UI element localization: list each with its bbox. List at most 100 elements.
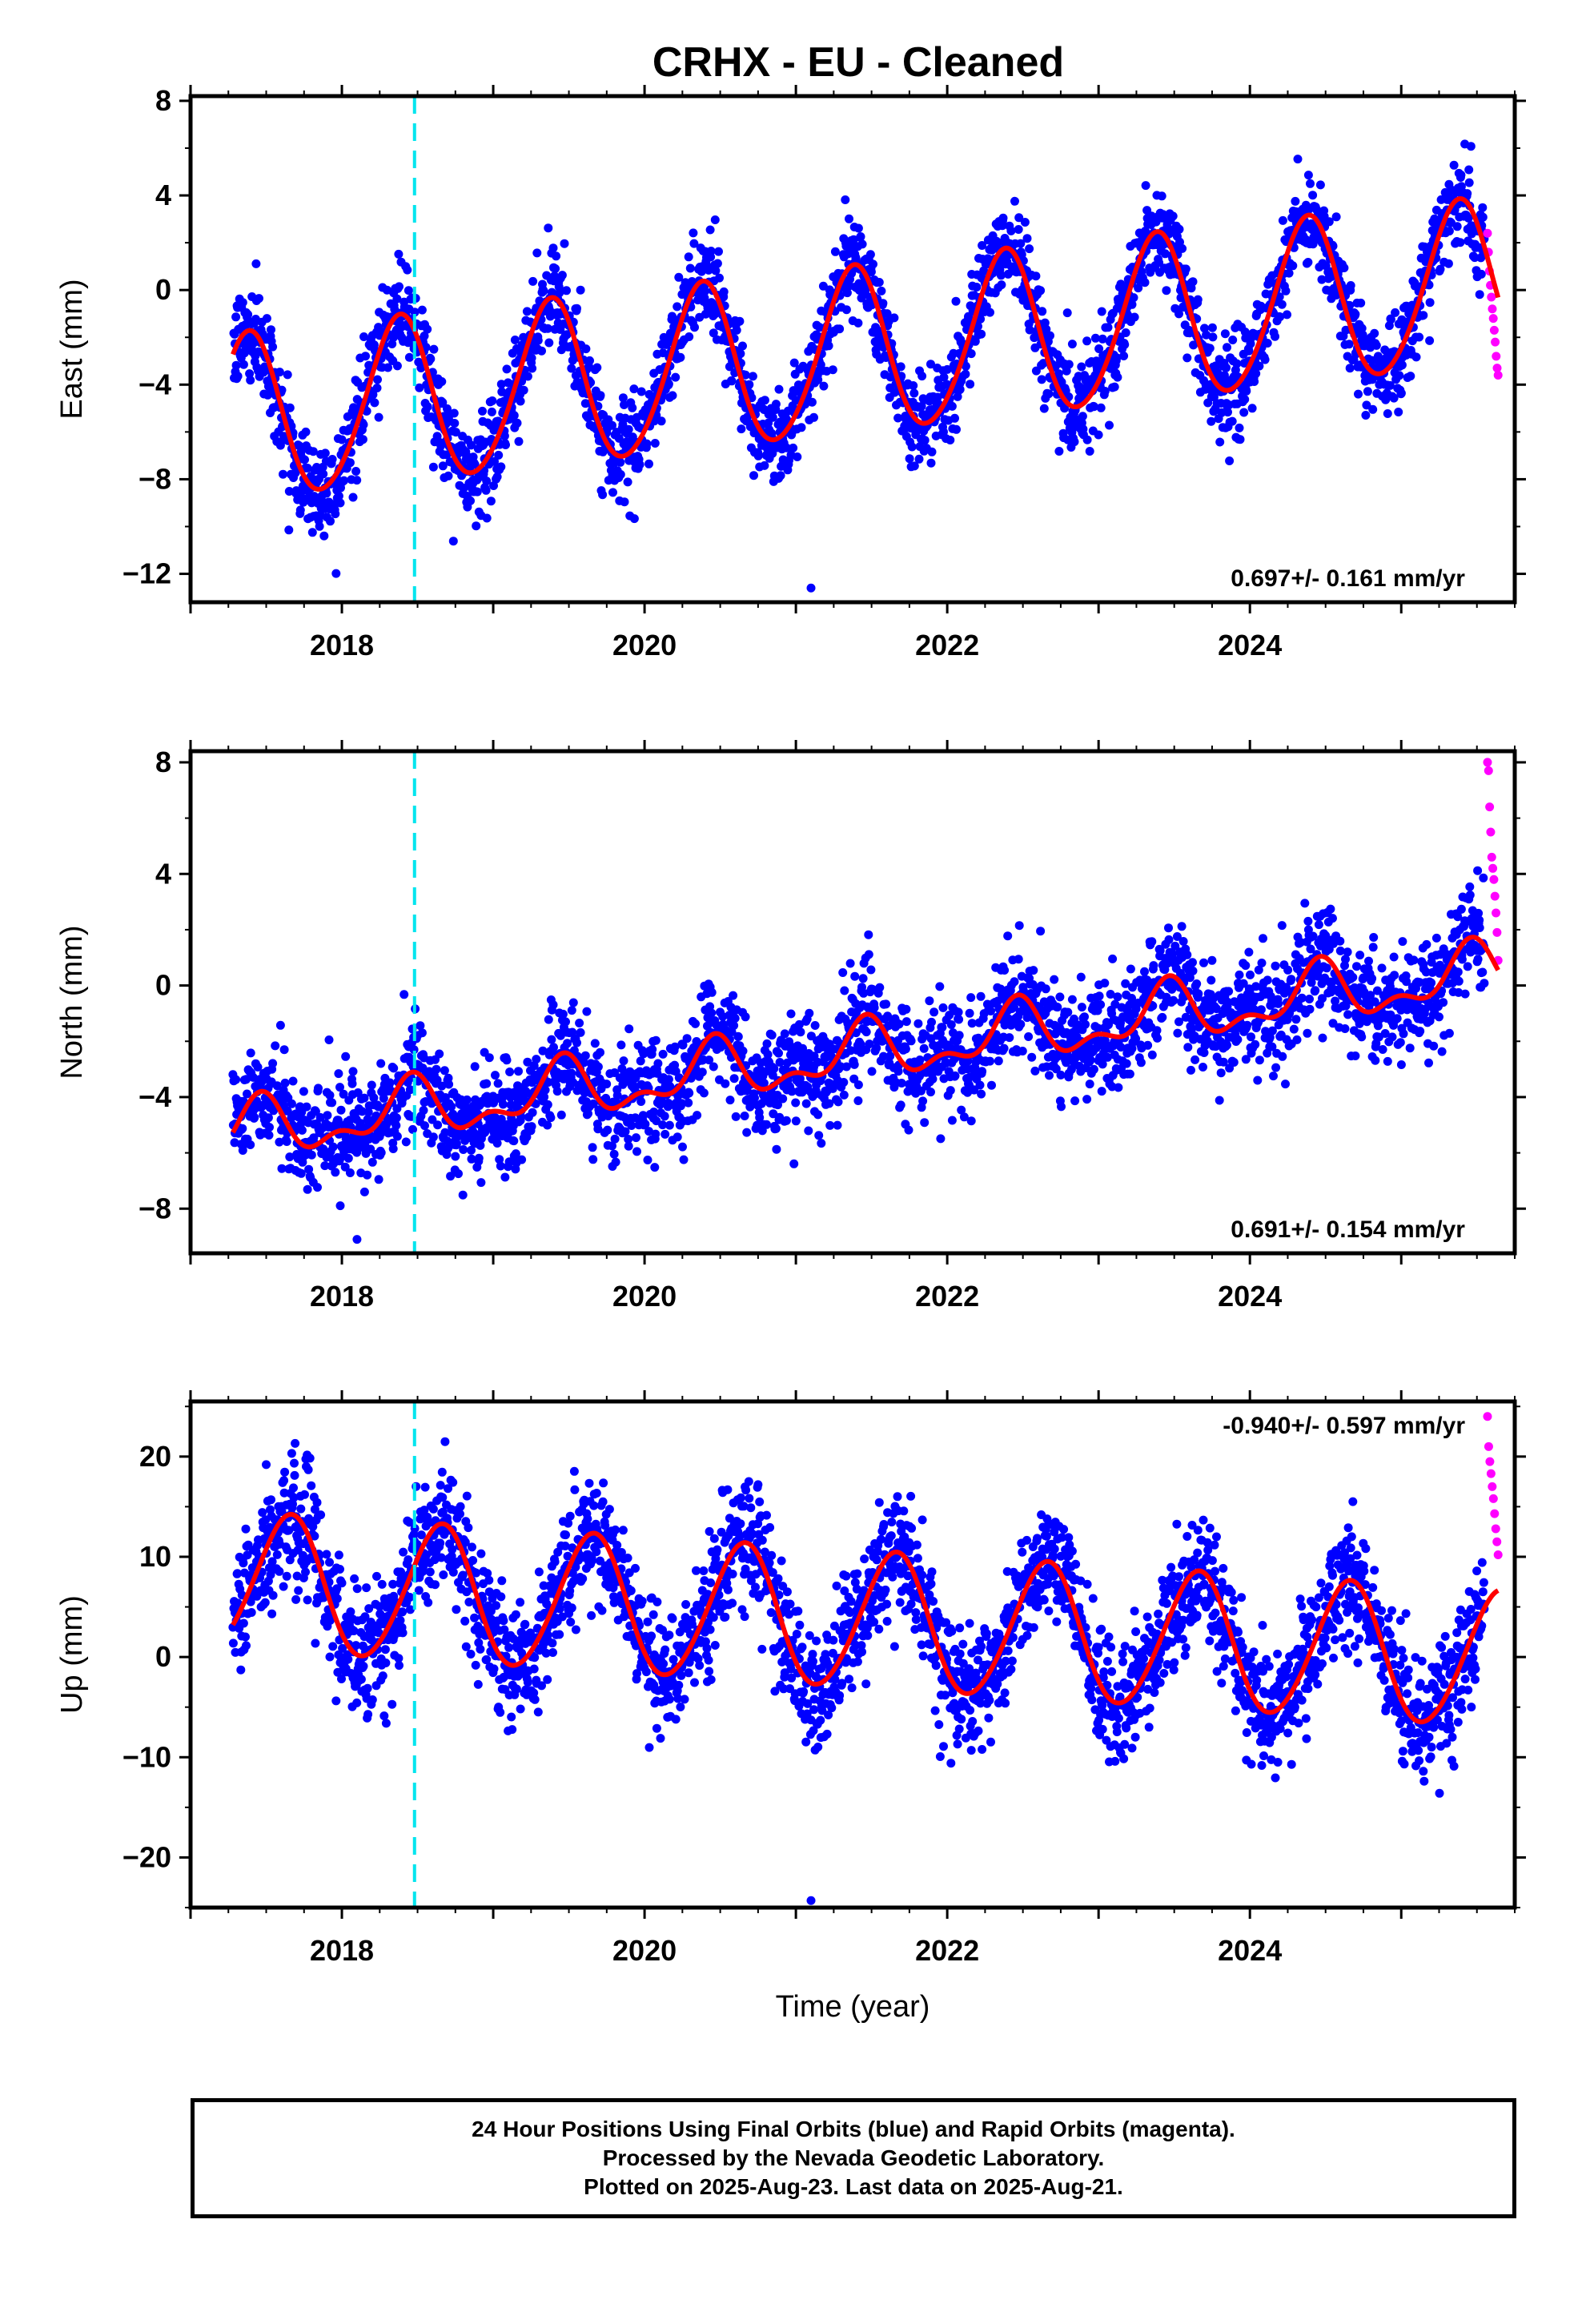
east-data-point — [403, 265, 412, 275]
east-data-point — [789, 443, 798, 452]
north-data-point — [238, 1124, 247, 1133]
east-data-point — [1463, 189, 1472, 199]
east-data-point — [774, 384, 784, 394]
north-data-point — [1003, 931, 1013, 941]
north-data-point — [517, 1155, 527, 1164]
north-data-point — [653, 1059, 663, 1068]
north-data-point — [1081, 1019, 1090, 1029]
east-data-point — [608, 420, 616, 430]
east-ytick-label: 0 — [155, 273, 171, 306]
east-data-point — [1240, 395, 1250, 404]
east-data-point — [527, 353, 536, 363]
north-data-point — [938, 1023, 947, 1032]
east-data-point — [1443, 259, 1453, 268]
east-final-orbit-points — [229, 139, 1503, 593]
east-data-point — [629, 514, 639, 524]
north-data-point — [632, 1147, 641, 1156]
east-data-point — [1174, 224, 1184, 234]
north-data-point — [742, 1128, 752, 1137]
east-data-point — [1130, 312, 1139, 322]
north-data-point — [1080, 1012, 1089, 1022]
east-data-point — [700, 287, 709, 296]
east-data-point — [1250, 377, 1259, 386]
north-data-point — [833, 1120, 842, 1130]
north-data-point — [576, 1027, 585, 1037]
east-ylabel: East (mm) — [55, 279, 89, 419]
north-data-point — [476, 1178, 486, 1188]
east-rapid-orbit-point — [1489, 325, 1499, 335]
north-data-point — [853, 1096, 863, 1105]
east-data-point — [635, 460, 644, 469]
north-data-point — [1057, 1102, 1066, 1112]
east-data-point — [1260, 355, 1270, 364]
north-data-point — [568, 998, 578, 1007]
north-data-point — [1086, 1055, 1095, 1065]
east-data-point — [502, 364, 512, 374]
east-data-point — [1062, 308, 1072, 318]
east-data-point — [1178, 243, 1187, 253]
east-data-point — [284, 525, 294, 535]
north-data-point — [1096, 1000, 1106, 1009]
north-data-point — [303, 1184, 312, 1194]
east-data-point — [1383, 409, 1392, 418]
east-data-point — [1389, 393, 1399, 403]
east-data-point — [781, 443, 791, 452]
north-data-point — [609, 1149, 619, 1159]
east-data-point — [920, 436, 930, 445]
north-data-point — [930, 1007, 939, 1017]
north-data-point — [810, 1021, 820, 1030]
north-data-point — [709, 1062, 718, 1072]
north-data-point — [563, 1039, 572, 1048]
chart-title: CRHX - EU - Cleaned — [652, 39, 1064, 86]
east-data-point — [768, 412, 777, 422]
east-data-point — [1394, 408, 1403, 416]
north-data-point — [866, 965, 876, 975]
north-data-point — [1158, 1012, 1167, 1022]
east-data-point — [562, 286, 571, 296]
east-data-point — [1293, 155, 1303, 164]
east-data-point — [1242, 386, 1251, 396]
east-data-point — [556, 345, 566, 355]
east-data-point — [857, 239, 867, 249]
east-data-point — [1303, 258, 1313, 267]
north-data-point — [432, 1076, 442, 1085]
north-data-point — [287, 1099, 296, 1108]
east-data-point — [737, 424, 746, 434]
east-data-point — [319, 469, 328, 479]
north-data-point — [697, 1068, 707, 1077]
north-data-point — [840, 986, 849, 995]
north-data-point — [616, 1040, 626, 1050]
east-data-point — [267, 325, 275, 335]
east-data-point — [1476, 269, 1486, 279]
east-data-point — [1391, 308, 1400, 317]
east-data-point — [1263, 339, 1272, 348]
east-data-point — [268, 342, 278, 352]
east-data-point — [510, 336, 520, 344]
east-data-point — [1449, 160, 1459, 170]
east-data-point — [1281, 286, 1291, 296]
east-data-point — [952, 424, 961, 434]
east-data-point — [555, 288, 564, 298]
east-data-point — [793, 452, 802, 461]
east-data-point — [942, 364, 952, 374]
east-data-point — [319, 531, 329, 541]
east-data-point — [842, 288, 852, 298]
east-data-point — [1308, 191, 1318, 200]
north-data-point — [482, 1079, 492, 1088]
east-data-point — [1235, 435, 1245, 444]
north-data-point — [282, 1137, 291, 1146]
east-data-point — [560, 239, 569, 248]
east-data-point — [608, 488, 617, 497]
north-data-point — [975, 1080, 985, 1090]
east-data-point — [1141, 181, 1150, 191]
north-data-point — [1067, 995, 1077, 1004]
east-data-point — [576, 285, 585, 295]
north-data-point — [379, 1094, 388, 1103]
north-data-point — [366, 1144, 375, 1154]
east-data-point — [1425, 298, 1435, 308]
north-data-point — [721, 1079, 730, 1088]
east-data-point — [1193, 295, 1203, 304]
east-data-point — [618, 393, 628, 403]
east-data-point — [1160, 249, 1170, 259]
north-data-point — [741, 1012, 750, 1022]
